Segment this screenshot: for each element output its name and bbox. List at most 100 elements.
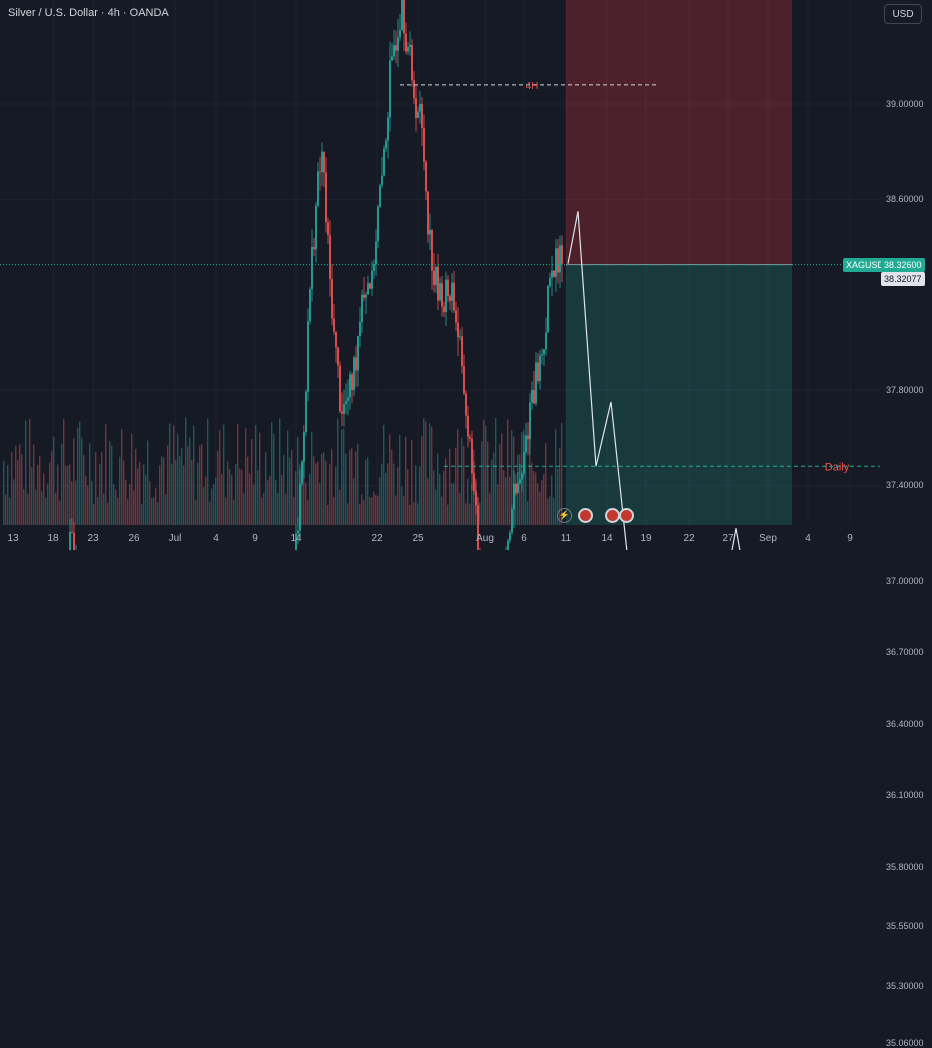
volume-bar [107,502,109,525]
time-tick: 19 [640,533,652,544]
volume-bar [249,473,251,525]
candle-body [383,148,385,176]
volume-bar [305,482,307,525]
volume-bar [55,492,57,525]
volume-bar [143,464,145,525]
volume-bar [129,484,131,525]
candle-body [299,483,301,531]
volume-bar [485,425,487,525]
volume-bar [219,430,221,525]
candle-body [535,362,537,404]
volume-bar [289,457,291,525]
time-tick: 14 [290,533,302,544]
volume-bar [341,429,343,525]
volume-bar [139,461,141,525]
candle-body [417,111,419,118]
us-flag-icon[interactable] [578,508,593,523]
volume-bar [333,497,335,525]
candle-body [461,336,463,367]
time-tick: 4 [805,533,811,544]
candle-body [525,435,527,452]
candle-body [533,390,535,404]
candle-body [325,172,327,223]
volume-bar [245,428,247,525]
candle-body [361,294,363,322]
time-tick: Jul [168,533,182,544]
candle-body [307,321,309,392]
volume-bar [441,496,443,525]
candle-body [513,483,515,510]
volume-bar [527,501,529,525]
volume-bar [33,444,35,525]
candle-body [443,306,445,313]
time-tick: 4 [213,533,219,544]
price-tick: 36.40000 [886,718,924,729]
volume-bar [561,423,563,525]
candle-body [425,161,427,192]
volume-bar [425,421,427,525]
volume-bar [321,453,323,525]
volume-bar [93,504,95,525]
volume-bar [21,454,23,525]
volume-bar [229,468,231,525]
candle-body [337,347,339,366]
volume-bar [315,463,317,525]
volume-bar [345,453,347,525]
candle-body [433,270,435,286]
candle-body [295,533,297,550]
candle-body [359,321,361,337]
volume-bar [323,452,325,525]
volume-bar [359,503,361,525]
volume-bar [73,438,75,525]
volume-bar [113,484,115,525]
volume-bar [165,494,167,525]
volume-bar [31,467,33,525]
volume-bar [397,467,399,525]
volume-bar [307,500,309,525]
us-flag-icon[interactable] [605,508,620,523]
volume-bar [115,489,117,525]
volume-bar [421,436,423,525]
volume-bar [543,474,545,525]
flash-icon[interactable]: ⚡ [557,508,572,523]
candle-body [475,490,477,506]
candle-body [399,30,401,38]
candle-body [507,540,509,550]
volume-bar [15,445,17,525]
volume-bar [365,460,367,525]
volume-bar [47,483,49,525]
volume-bar [201,444,203,525]
us-flag-icon[interactable] [619,508,634,523]
volume-bar [149,480,151,525]
price-chart[interactable]: 4H Daily [0,0,932,550]
volume-bar [531,462,533,525]
volume-bar [181,447,183,525]
volume-bar [469,503,471,525]
volume-bar [411,439,413,525]
volume-bar [371,497,373,525]
time-tick: 22 [683,533,695,544]
candle-body [367,283,369,295]
volume-bar [81,437,83,525]
candle-body [375,241,377,265]
currency-button[interactable]: USD [884,4,922,24]
volume-bar [369,496,371,525]
volume-bar [209,501,211,525]
volume-bar [511,430,513,525]
volume-bar [265,452,267,525]
volume-bar [537,483,539,525]
volume-bar [255,425,257,525]
volume-bar [5,494,7,525]
volume-bar [279,418,281,525]
volume-bar [491,459,493,525]
candle-body [405,33,407,52]
volume-bar [489,493,491,525]
candle-body [371,270,373,289]
stop-loss-zone [566,0,792,265]
volume-bar [117,497,119,525]
symbol-tag: XAGUSD [843,257,888,272]
chart-area[interactable]: 4H Daily [0,0,932,550]
volume-bar [413,502,415,525]
volume-bar [95,452,97,525]
volume-bar [493,452,495,525]
